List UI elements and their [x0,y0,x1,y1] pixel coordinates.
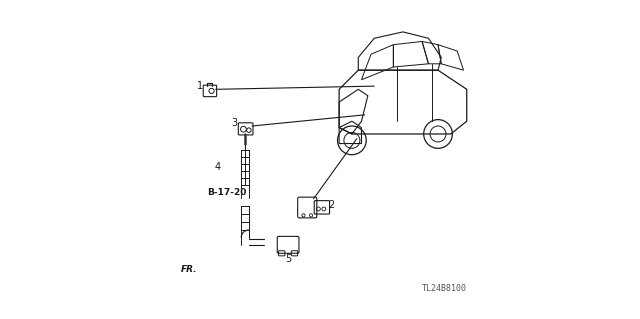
Text: 1: 1 [196,81,203,91]
Text: 2: 2 [328,200,334,210]
Text: 5: 5 [285,254,291,264]
Text: 3: 3 [232,118,238,129]
Text: B-17-20: B-17-20 [207,189,246,197]
Text: FR.: FR. [180,265,197,274]
Text: 4: 4 [215,162,221,173]
Text: TL24B8100: TL24B8100 [422,284,467,293]
